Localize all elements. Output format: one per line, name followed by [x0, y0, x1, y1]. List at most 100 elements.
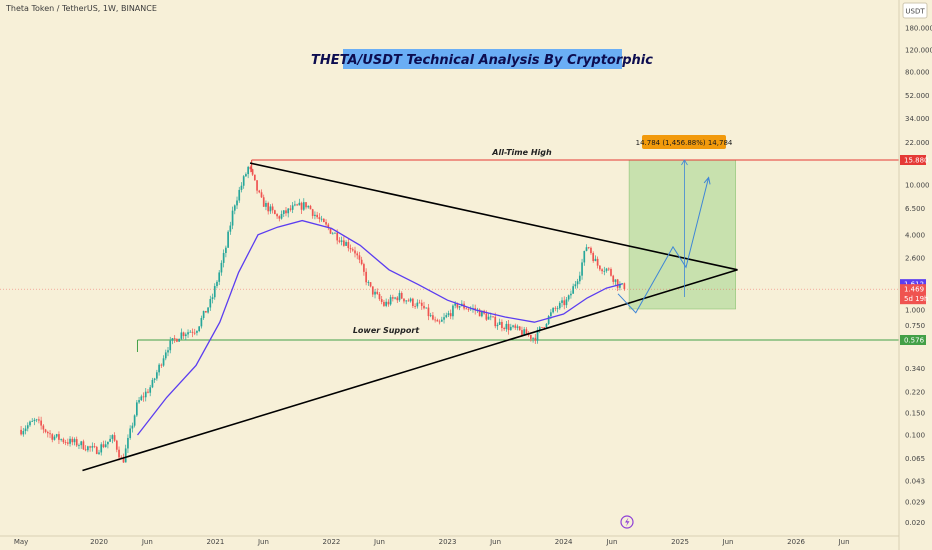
candle-body-113	[271, 206, 274, 211]
candle-body-189	[440, 319, 443, 322]
y-tick-label-7: 6.500	[905, 205, 925, 213]
candle-body-269	[619, 284, 621, 288]
x-tick-label-11: 2025	[671, 538, 689, 546]
candle-body-229	[530, 334, 532, 339]
candle-body-17	[58, 434, 60, 440]
candle-body-167	[391, 297, 394, 299]
y-tick-label-18: 0.029	[905, 499, 925, 507]
target-zone	[628, 159, 736, 310]
candle-body-260	[599, 265, 601, 270]
candle-body-24	[73, 439, 76, 443]
candle-body-215	[498, 321, 501, 325]
candle-body-222	[514, 325, 517, 328]
lightning-icon[interactable]	[620, 515, 634, 529]
candle-body-257	[592, 253, 595, 262]
candle-body-121	[289, 208, 292, 210]
candle-body-140	[331, 233, 334, 235]
candle-body-70	[176, 338, 178, 342]
candle-body-183	[427, 307, 430, 317]
candle-body-207	[481, 310, 483, 317]
candle-body-254	[585, 247, 588, 251]
candle-body-152	[358, 255, 361, 260]
candle-body-150	[354, 250, 356, 254]
candle-body-22	[69, 438, 71, 444]
candle-body-253	[583, 250, 586, 263]
candle-body-216	[501, 321, 503, 329]
candle-body-58	[149, 387, 152, 393]
candle-body-138	[327, 224, 330, 228]
candle-body-151	[356, 253, 359, 256]
y-tick-label-0: 180.000	[905, 25, 932, 33]
candle-body-32	[91, 446, 94, 448]
candle-body-45	[120, 457, 123, 459]
y-tick-label-17: 0.043	[905, 477, 925, 485]
candle-body-234	[541, 327, 543, 328]
currency-button[interactable]	[902, 2, 928, 19]
y-tick-label-13: 0.220	[905, 389, 925, 397]
candle-body-84	[207, 307, 209, 313]
candle-body-236	[545, 323, 548, 328]
candle-body-61	[156, 372, 158, 379]
candle-body-34	[95, 446, 98, 454]
candle-body-237	[547, 316, 550, 324]
candle-body-39	[107, 441, 109, 445]
candle-body-137	[325, 222, 327, 225]
y-tick-label-16: 0.065	[905, 455, 925, 463]
candle-body-233	[538, 327, 541, 330]
all-time-high-label: All-Time High	[491, 148, 552, 157]
candle-body-219	[507, 323, 510, 331]
candle-body-178	[416, 302, 419, 307]
candle-body-130	[309, 205, 312, 210]
candle-body-117	[280, 213, 283, 219]
candle-body-82	[202, 310, 205, 319]
candle-body-60	[153, 378, 156, 380]
candle-body-172	[403, 298, 405, 302]
candle-body-69	[173, 338, 176, 339]
lower-trendline	[82, 269, 738, 472]
candle-body-68	[171, 338, 174, 341]
x-tick-label-2: Jun	[141, 538, 153, 546]
x-tick-label-8: Jun	[489, 538, 501, 546]
candle-body-4	[29, 421, 31, 426]
candle-body-248	[572, 286, 574, 294]
candle-body-265	[610, 269, 612, 276]
projection-path	[617, 177, 710, 314]
candle-body-155	[365, 271, 367, 283]
measure-arrowhead	[681, 159, 688, 166]
candle-body-249	[574, 284, 577, 287]
candle-body-6	[33, 419, 36, 422]
x-tick-label-4: Jun	[257, 538, 269, 546]
candle-body-156	[367, 282, 370, 283]
candle-body-266	[612, 275, 615, 282]
candle-body-127	[302, 202, 305, 210]
y-tick-label-2: 80.000	[905, 69, 930, 77]
currency-button-label: USDT	[905, 8, 925, 16]
candle-body-270	[621, 283, 623, 285]
candle-body-177	[414, 306, 416, 307]
candle-body-57	[147, 391, 149, 393]
ma-price-badge-bg	[900, 279, 926, 290]
candle-body-188	[438, 321, 441, 323]
candle-body-27	[80, 441, 83, 446]
candle-body-246	[567, 295, 570, 300]
candle-body-9	[40, 420, 42, 426]
candle-body-3	[26, 425, 29, 429]
candle-body-132	[314, 214, 316, 216]
candle-body-141	[334, 232, 336, 234]
candle-body-243	[561, 300, 563, 303]
measure-label: 14.784 (1,456.88%) 14,784	[636, 139, 733, 147]
candle-body-101	[245, 174, 247, 177]
candle-body-55	[142, 396, 145, 398]
candle-body-171	[400, 292, 403, 299]
candle-body-56	[144, 391, 147, 398]
candle-body-154	[363, 264, 365, 272]
candle-body-134	[318, 217, 321, 220]
candle-body-157	[369, 282, 372, 287]
candle-body-146	[345, 242, 347, 246]
candle-body-170	[398, 292, 401, 301]
candle-body-238	[550, 312, 552, 317]
candle-body-47	[124, 448, 127, 463]
x-tick-label-1: 2020	[90, 538, 108, 546]
candle-body-232	[536, 329, 539, 341]
